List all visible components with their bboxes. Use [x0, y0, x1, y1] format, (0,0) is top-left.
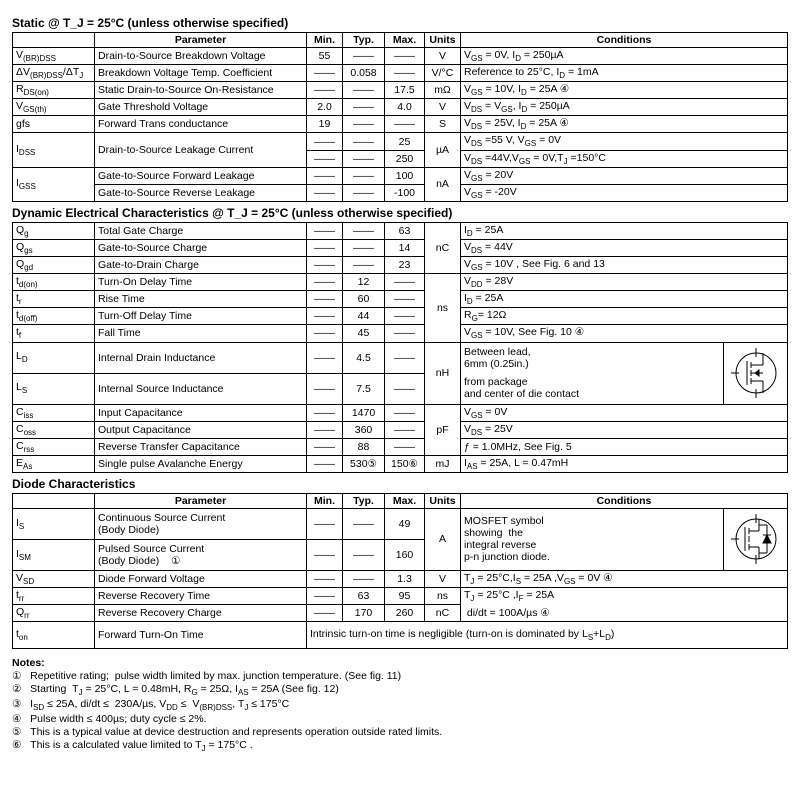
static-table: Parameter Min. Typ. Max. Units Condition…: [12, 32, 788, 202]
table-row: IDSSDrain-to-Source Leakage Current————2…: [13, 133, 788, 150]
table-row: VSDDiode Forward Voltage————1.3VTJ = 25°…: [13, 570, 788, 587]
static-section-title: Static @ T_J = 25°C (unless otherwise sp…: [12, 16, 788, 30]
table-row: QgTotal Gate Charge————63nCID = 25A: [13, 222, 788, 239]
table-row: tonForward Turn-On TimeIntrinsic turn-on…: [13, 622, 788, 649]
table-row: td(off)Turn-Off Delay Time——44——RG= 12Ω: [13, 308, 788, 325]
col-typ: Typ.: [343, 33, 385, 48]
table-row: V(BR)DSSDrain-to-Source Breakdown Voltag…: [13, 48, 788, 65]
notes-section: Notes: ① Repetitive rating; pulse width …: [12, 657, 788, 753]
table-row: VGS(th)Gate Threshold Voltage2.0——4.0VVD…: [13, 99, 788, 116]
table-row: ΔV(BR)DSS/ΔTJBreakdown Voltage Temp. Coe…: [13, 65, 788, 82]
dynamic-table: QgTotal Gate Charge————63nCID = 25A QgsG…: [12, 222, 788, 473]
table-row: trRise Time——60——ID = 25A: [13, 291, 788, 308]
table-row: RDS(on)Static Drain-to-Source On-Resista…: [13, 82, 788, 99]
col-max: Max.: [385, 33, 425, 48]
dynamic-section-title: Dynamic Electrical Characteristics @ T_J…: [12, 206, 788, 220]
table-row: LDInternal Drain Inductance——4.5——nHBetw…: [13, 342, 788, 373]
notes-title: Notes:: [12, 657, 788, 669]
col-units: Units: [425, 33, 461, 48]
col-min: Min.: [307, 33, 343, 48]
table-row: trrReverse Recovery Time——6395nsTJ = 25°…: [13, 587, 788, 604]
table-row: ISContinuous Source Current(Body Diode)—…: [13, 508, 788, 539]
table-row: QgdGate-to-Drain Charge————23VGS = 10V ,…: [13, 257, 788, 274]
col-conditions: Conditions: [461, 33, 788, 48]
table-row: LSInternal Source Inductance——7.5——from …: [13, 373, 788, 404]
table-row: Gate-to-Source Reverse Leakage————-100VG…: [13, 184, 788, 201]
mosfet-package-icon: [723, 342, 787, 404]
table-row: CossOutput Capacitance——360——VDS = 25V: [13, 421, 788, 438]
diode-table: ParameterMin.Typ.Max.UnitsConditions ISC…: [12, 493, 788, 649]
diode-section-title: Diode Characteristics: [12, 477, 788, 491]
table-row: tfFall Time——45——VGS = 10V, See Fig. 10 …: [13, 325, 788, 342]
col-parameter: Parameter: [95, 33, 307, 48]
table-row: CrssReverse Transfer Capacitance——88——ƒ …: [13, 438, 788, 455]
table-row: QrrReverse Recovery Charge——170260nC di/…: [13, 605, 788, 622]
table-header-row: Parameter Min. Typ. Max. Units Condition…: [13, 33, 788, 48]
note-line: ④ Pulse width ≤ 400µs; duty cycle ≤ 2%.: [12, 713, 788, 725]
note-line: ② Starting TJ = 25°C, L = 0.48mH, RG = 2…: [12, 683, 788, 697]
note-line: ③ ISD ≤ 25A, di/dt ≤ 230A/µs, VDD ≤ V(BR…: [12, 698, 788, 712]
note-line: ① Repetitive rating; pulse width limited…: [12, 670, 788, 682]
note-line: ⑤ This is a typical value at device dest…: [12, 726, 788, 738]
table-row: QgsGate-to-Source Charge————14VDS = 44V: [13, 239, 788, 256]
table-row: EAsSingle pulse Avalanche Energy——530⑤15…: [13, 455, 788, 472]
table-header-row: ParameterMin.Typ.Max.UnitsConditions: [13, 493, 788, 508]
mosfet-diode-icon: [723, 508, 787, 570]
table-row: td(on)Turn-On Delay Time——12——nsVDD = 28…: [13, 274, 788, 291]
note-line: ⑥ This is a calculated value limited to …: [12, 739, 788, 753]
table-row: IGSSGate-to-Source Forward Leakage————10…: [13, 167, 788, 184]
table-row: CissInput Capacitance——1470——pFVGS = 0V: [13, 404, 788, 421]
table-row: gfsForward Trans conductance19————SVDS =…: [13, 116, 788, 133]
